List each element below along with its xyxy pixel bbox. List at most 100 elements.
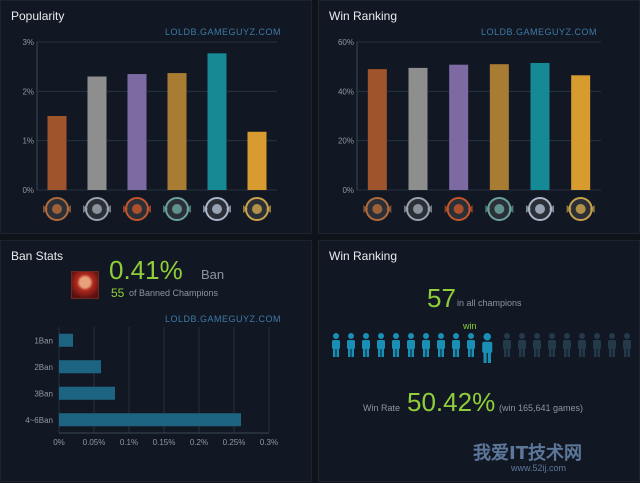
person-head — [468, 333, 474, 339]
person-leg — [507, 348, 510, 357]
bronze-badge-icon — [363, 197, 392, 221]
person-icon — [332, 333, 340, 357]
person-body — [482, 341, 493, 353]
person-icon — [623, 333, 631, 357]
person-icon — [392, 333, 400, 357]
ban-stats-watermark: LOLDB.GAMEGUYZ.COM — [165, 314, 282, 324]
person-head — [348, 333, 354, 339]
badge-wing-right — [508, 205, 514, 213]
person-head — [579, 333, 585, 339]
rank-number: 57 — [427, 283, 456, 313]
bar — [530, 62, 550, 190]
person-leg — [351, 348, 354, 357]
badge-wing-left — [363, 205, 369, 213]
badge-core — [212, 204, 222, 214]
badge-core — [252, 204, 262, 214]
badge-core — [132, 204, 142, 214]
person-body — [362, 340, 370, 349]
person-body — [518, 340, 526, 349]
y-tick-label: 0% — [22, 186, 34, 195]
person-body — [422, 340, 430, 349]
person-body — [377, 340, 385, 349]
person-leg — [441, 348, 444, 357]
person-head — [504, 333, 510, 339]
person-leg — [336, 348, 339, 357]
x-tick-label: 0.15% — [153, 438, 176, 447]
win-word: win — [463, 321, 477, 331]
person-leg — [624, 348, 627, 357]
badge-wing-right — [467, 205, 473, 213]
bar — [408, 67, 428, 190]
x-tick-label: 0% — [53, 438, 65, 447]
bar — [489, 64, 509, 190]
person-leg — [612, 348, 615, 357]
banned-rank: 55 — [111, 286, 125, 300]
bar — [59, 360, 101, 374]
person-body — [503, 340, 511, 349]
ban-label: Ban — [201, 267, 225, 282]
person-leg — [564, 348, 567, 357]
badge-wing-left — [526, 205, 531, 213]
person-leg — [438, 348, 441, 357]
person-head — [483, 333, 491, 341]
person-icon — [347, 333, 355, 357]
y-tick-label: 3% — [22, 38, 34, 47]
person-leg — [627, 348, 630, 357]
person-head — [564, 333, 570, 339]
person-body — [608, 340, 616, 349]
y-tick-label: 1% — [22, 137, 34, 146]
person-icon — [548, 333, 556, 357]
badge-wing-left — [243, 205, 248, 213]
diamond-badge-icon — [203, 197, 231, 221]
popularity-chart: 0% 1% 2% 3% — [22, 38, 277, 221]
person-body — [563, 340, 571, 349]
person-leg — [366, 348, 369, 357]
person-leg — [582, 348, 585, 357]
badge-wing-left — [444, 205, 450, 213]
person-head — [453, 333, 459, 339]
person-head — [609, 333, 615, 339]
y-tick-label: 2% — [22, 87, 34, 96]
person-body — [452, 340, 460, 349]
challenger-badge-icon — [243, 197, 271, 221]
badge-wing-right — [589, 205, 595, 213]
person-leg — [522, 348, 525, 357]
x-tick-label: 0.2% — [190, 438, 208, 447]
badge-core — [413, 204, 423, 214]
popularity-title: Popularity — [11, 9, 65, 23]
y-tick-label: 40% — [338, 87, 354, 96]
challenger-badge-icon — [566, 197, 595, 221]
win-ranking-watermark: LOLDB.GAMEGUYZ.COM — [481, 27, 598, 37]
footer-watermark-cn: 我爱IT技术网 — [473, 443, 582, 464]
person-icon — [578, 333, 586, 357]
badge-wing-left — [83, 205, 88, 213]
badge-wing-right — [386, 205, 392, 213]
person-icon — [407, 333, 415, 357]
x-tick-label: 0.25% — [223, 438, 246, 447]
champion-portrait — [71, 271, 99, 299]
person-body — [407, 340, 415, 349]
badge-wing-right — [266, 205, 271, 213]
person-head — [534, 333, 540, 339]
ban-stats-chart: 0% 0.05% 0.1% 0.15% 0.2% 0.25% 0.3% 1Ban 2Ban 3Ba… — [25, 327, 278, 447]
badge-wing-right — [186, 205, 191, 213]
person-icon — [518, 333, 526, 357]
person-leg — [609, 348, 612, 357]
person-icon — [563, 333, 571, 357]
person-head — [393, 333, 399, 339]
person-icon — [533, 333, 541, 357]
badge-wing-left — [404, 205, 409, 213]
badge-wing-left — [203, 205, 208, 213]
badge-wing-right — [106, 205, 111, 213]
silver-badge-icon — [404, 197, 432, 221]
category-label: 3Ban — [34, 389, 53, 398]
person-leg — [411, 348, 414, 357]
person-head — [519, 333, 525, 339]
person-leg — [426, 348, 429, 357]
banned-text: of Banned Champions — [129, 288, 219, 298]
person-leg — [549, 348, 552, 357]
person-leg — [381, 348, 384, 357]
person-leg — [534, 348, 537, 357]
person-head — [423, 333, 429, 339]
y-tick-label: 0% — [342, 186, 354, 195]
